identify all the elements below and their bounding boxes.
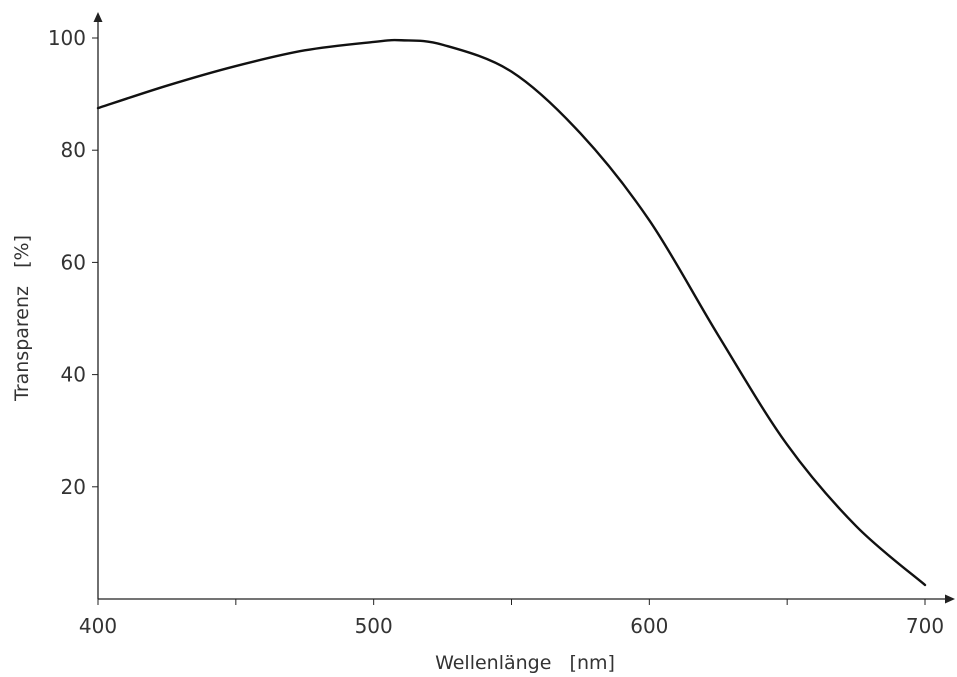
x-tick-label: 600 (630, 614, 668, 638)
x-tick-label: 500 (355, 614, 393, 638)
axes (93, 12, 955, 604)
y-tick-label: 60 (61, 250, 86, 274)
y-axis-title: Transparenz [%] (11, 235, 33, 402)
y-tick-label: 80 (61, 138, 86, 162)
curve-layer (96, 38, 927, 587)
x-axis-title: Wellenlänge [nm] (435, 652, 615, 674)
x-tick-label: 400 (79, 614, 117, 638)
x-axis-arrow (945, 594, 955, 604)
transparency-curve-0 (96, 38, 927, 587)
y-tick-label: 20 (61, 475, 86, 499)
y-tick-label: 100 (48, 26, 86, 50)
y-axis-arrow (93, 12, 103, 22)
y-tick-label: 40 (61, 363, 86, 387)
ticks: 400 500 600 700 20 40 60 80 100 (48, 26, 944, 638)
x-tick-label: 700 (906, 614, 944, 638)
